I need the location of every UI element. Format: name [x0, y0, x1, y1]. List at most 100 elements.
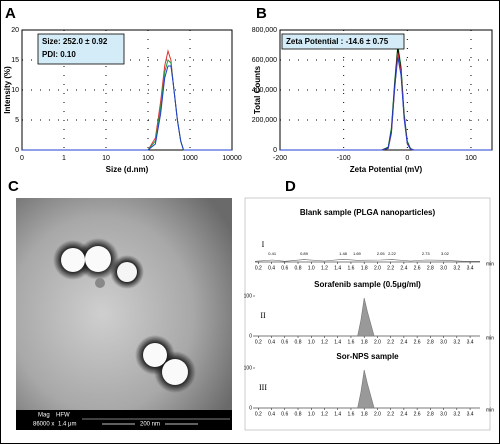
peak-label: 2.73	[422, 251, 431, 256]
x-unit: min	[486, 261, 494, 267]
series-line	[280, 56, 492, 151]
series-line	[254, 258, 480, 262]
x-tick-label: 1.0	[308, 339, 315, 345]
chromatogram-frame	[244, 197, 491, 431]
x-tick-label: 0.6	[281, 339, 288, 345]
particle	[85, 246, 111, 272]
x-tick-label: 2.0	[374, 265, 381, 271]
x-tick-label: 2.8	[427, 411, 434, 417]
chromatogram-title: Sorafenib sample (0.5μg/ml)	[314, 280, 421, 289]
x-tick-label: 3.2	[453, 411, 460, 417]
x-unit: min	[486, 407, 494, 413]
y-tick-label: 15	[11, 57, 19, 64]
trace-label: II	[260, 311, 266, 320]
x-tick-label: 1.0	[308, 265, 315, 271]
x-tick-label: 0.2	[255, 265, 262, 271]
x-tick-label: 0.8	[295, 265, 302, 271]
trace-label: III	[259, 383, 267, 392]
x-tick-label: 1.6	[347, 265, 354, 271]
x-tick-label: -200	[273, 155, 287, 162]
x-axis-label: Size (d.nm)	[106, 165, 149, 174]
x-tick-label: 3.2	[453, 265, 460, 271]
image-label: 86000 x	[33, 422, 54, 428]
x-tick-label: 2.0	[374, 339, 381, 345]
x-tick-label: 1.0	[308, 411, 315, 417]
y-tick-label: 0	[249, 405, 252, 411]
y-axis-label: Total Counts	[253, 65, 262, 114]
x-unit: min	[486, 335, 494, 341]
image-label: HFW	[56, 413, 70, 419]
x-tick-label: 1.2	[321, 339, 328, 345]
x-tick-label: 3.2	[453, 339, 460, 345]
scale-label: 200 nm	[140, 422, 160, 428]
panel-letter: B	[256, 5, 267, 22]
x-tick-label: 10000	[222, 155, 242, 162]
x-tick-label: 0	[20, 155, 24, 162]
x-tick-label: 0.2	[255, 339, 262, 345]
x-tick-label: 2.8	[427, 265, 434, 271]
x-tick-label: 3.4	[467, 411, 474, 417]
y-axis-label: Intensity (%)	[3, 66, 12, 114]
y-tick-label: 5	[15, 117, 19, 124]
peak-label: 0.41	[268, 251, 277, 256]
x-tick-label: 1.8	[361, 411, 368, 417]
panel-letter: D	[285, 178, 296, 195]
y-tick-label: 100	[244, 365, 253, 371]
x-tick-label: 3.4	[467, 339, 474, 345]
series-line	[280, 44, 492, 151]
x-tick-label: 2.6	[414, 411, 421, 417]
peak-label: 2.05	[377, 251, 386, 256]
y-tick-label: 600,000	[252, 57, 277, 64]
x-tick-label: 2.2	[387, 411, 394, 417]
tem-background	[16, 198, 232, 430]
x-tick-label: 1.4	[334, 339, 341, 345]
series-line	[22, 65, 232, 151]
x-tick-label: 1.6	[347, 339, 354, 345]
chromatogram-title: Sor-NPS sample	[336, 352, 399, 361]
y-tick-label: 800,000	[252, 27, 277, 34]
x-tick-label: 1.6	[347, 411, 354, 417]
panel-letter: A	[5, 5, 16, 22]
x-tick-label: 3.4	[467, 265, 474, 271]
y-tick-label: 0	[249, 333, 252, 339]
x-tick-label: 1000	[182, 155, 198, 162]
y-tick-label: 100	[244, 293, 253, 299]
peak-label: 2.22	[388, 251, 397, 256]
y-tick-label: 20	[11, 27, 19, 34]
particle	[95, 278, 105, 288]
x-tick-label: 0.4	[268, 339, 275, 345]
y-tick-label: 400,000	[252, 87, 277, 94]
annotation-text: Size: 252.0 ± 0.92	[42, 37, 108, 46]
x-tick-label: 1.8	[361, 339, 368, 345]
x-tick-label: 2.0	[374, 411, 381, 417]
x-tick-label: 2.8	[427, 339, 434, 345]
x-tick-label: 2.4	[400, 339, 407, 345]
peak-label: 1.69	[353, 251, 362, 256]
x-tick-label: 1.4	[334, 411, 341, 417]
panel-letter: C	[8, 178, 19, 195]
particle	[61, 248, 85, 272]
x-tick-label: 3.0	[440, 265, 447, 271]
x-tick-label: 2.4	[400, 411, 407, 417]
x-tick-label: 10	[102, 155, 110, 162]
x-tick-label: 1.4	[334, 265, 341, 271]
x-tick-label: 3.0	[440, 339, 447, 345]
image-label: Mag	[38, 413, 50, 419]
annotation-text: PDI: 0.10	[42, 50, 76, 59]
series-line	[255, 297, 480, 337]
x-tick-label: 2.6	[414, 265, 421, 271]
tem-image: Mag HFW 86000 x 1.4 μm 200 nm	[16, 198, 232, 430]
y-tick-label: 10	[11, 87, 19, 94]
series-line	[280, 47, 492, 151]
series-line	[22, 59, 232, 151]
chromatogram-title: Blank sample (PLGA nanoparticles)	[300, 208, 436, 217]
trace-label: I	[262, 240, 265, 249]
particle	[162, 359, 188, 385]
x-tick-label: 1.2	[321, 265, 328, 271]
x-tick-label: 100	[142, 155, 154, 162]
y-tick-label: 0	[15, 147, 19, 154]
x-tick-label: -100	[337, 155, 351, 162]
series-line	[22, 49, 232, 151]
